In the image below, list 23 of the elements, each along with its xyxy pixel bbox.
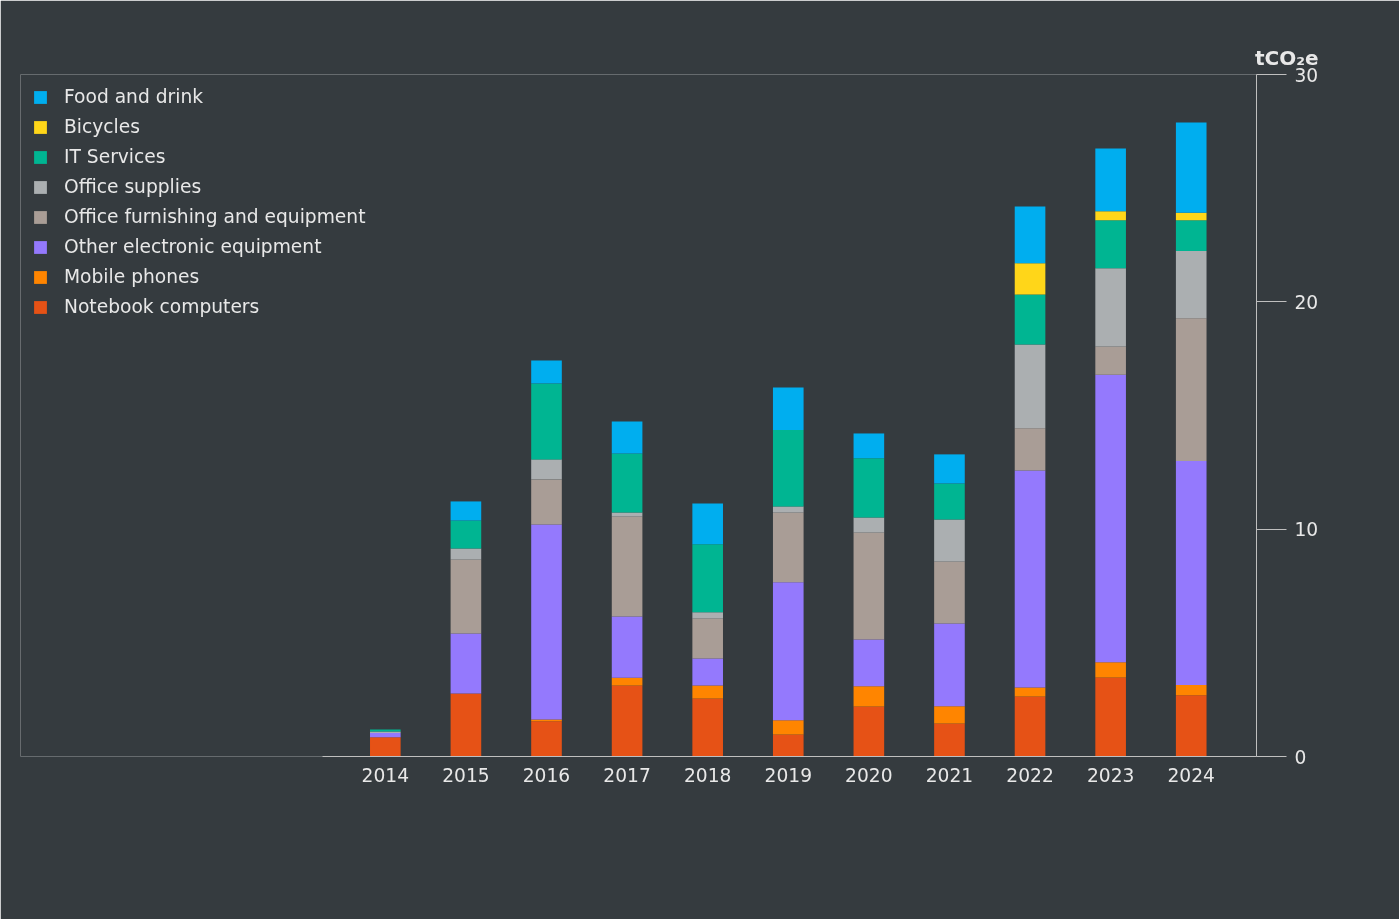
x-tick-label: 2022 <box>1006 764 1054 786</box>
x-tick-label: 2020 <box>845 764 893 786</box>
x-tick-label: 2021 <box>925 764 974 786</box>
legend-label: Bicycles <box>64 116 140 137</box>
legend-label: Other electronic equipment <box>64 236 322 257</box>
x-tick-label: 2015 <box>442 764 490 786</box>
legend-label: IT Services <box>64 146 166 167</box>
legend-label: Mobile phones <box>64 266 200 287</box>
y-tick-label: 30 <box>1294 64 1319 86</box>
x-tick-label: 2014 <box>361 764 410 786</box>
y-tick-label: 20 <box>1294 291 1319 313</box>
legend-label: Notebook computers <box>64 296 260 317</box>
legend-label: Office supplies <box>64 176 202 197</box>
x-tick-label: 2017 <box>603 764 651 786</box>
x-tick-label: 2019 <box>764 764 813 786</box>
legend-label: Food and drink <box>64 86 204 107</box>
x-tick-label: 2024 <box>1167 764 1215 786</box>
y-tick-label: 10 <box>1294 519 1319 541</box>
x-tick-label: 2016 <box>522 764 571 786</box>
x-tick-label: 2018 <box>683 764 732 786</box>
x-tick-label: 2023 <box>1086 764 1135 786</box>
legend-label: Office furnishing and equipment <box>64 206 366 227</box>
y-tick-label: 0 <box>1294 746 1307 768</box>
